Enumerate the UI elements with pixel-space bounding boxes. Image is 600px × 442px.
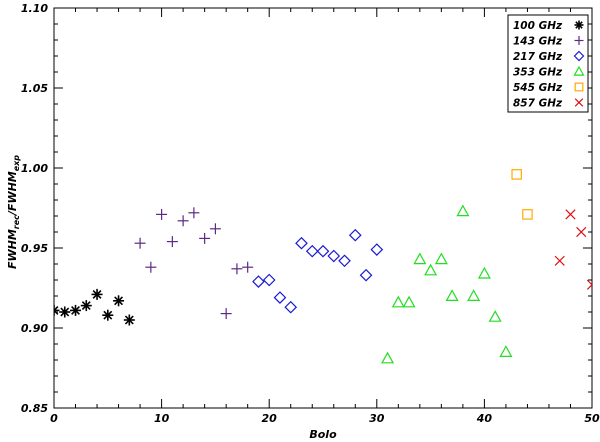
series-857-ghz bbox=[554, 209, 592, 290]
data-point-353-ghz bbox=[381, 351, 395, 364]
y-tick-label: 1.00 bbox=[21, 162, 48, 175]
data-point-217-ghz bbox=[262, 273, 276, 287]
series-353-ghz bbox=[381, 204, 513, 364]
data-point-100-ghz bbox=[113, 295, 125, 307]
data-point-217-ghz bbox=[370, 243, 384, 256]
y-tick-label: 0.85 bbox=[21, 402, 48, 415]
data-point-100-ghz bbox=[70, 304, 82, 316]
data-point-545-ghz bbox=[511, 169, 522, 180]
data-point-353-ghz bbox=[499, 345, 513, 357]
data-point-100-ghz bbox=[54, 304, 60, 316]
data-point-857-ghz bbox=[565, 209, 576, 220]
y-axis-title: FWHMrec/FWHMexp bbox=[6, 155, 21, 269]
data-point-857-ghz bbox=[554, 255, 565, 266]
data-point-217-ghz bbox=[348, 228, 362, 242]
y-axis-title-main: FWHM bbox=[6, 229, 19, 269]
data-point-545-ghz bbox=[522, 209, 533, 220]
legend-box bbox=[507, 14, 589, 113]
legend-marker-217-ghz bbox=[573, 50, 585, 62]
y-axis-title-sub-rec: rec bbox=[12, 215, 21, 229]
legend-label-217-ghz: 217 GHz bbox=[513, 51, 563, 63]
series-217-ghz bbox=[252, 228, 384, 314]
data-point-353-ghz bbox=[413, 252, 427, 265]
legend-marker-857-ghz bbox=[574, 98, 584, 107]
data-point-353-ghz bbox=[424, 263, 438, 276]
legend-label-353-ghz: 353 GHz bbox=[513, 67, 563, 79]
data-point-143-ghz bbox=[220, 308, 232, 320]
data-point-217-ghz bbox=[273, 291, 287, 304]
data-point-353-ghz bbox=[488, 310, 502, 322]
data-point-100-ghz bbox=[91, 288, 103, 300]
data-point-857-ghz bbox=[576, 226, 587, 238]
legend-marker-545-ghz bbox=[574, 82, 584, 92]
y-tick-label: 1.05 bbox=[21, 82, 48, 95]
legend-label-857-ghz: 857 GHz bbox=[513, 98, 563, 110]
y-axis-title-sub-exp: exp bbox=[12, 155, 21, 172]
legend-label-545-ghz: 545 GHz bbox=[513, 82, 563, 94]
data-point-143-ghz bbox=[188, 207, 200, 219]
data-point-143-ghz bbox=[156, 208, 168, 220]
series-545-ghz bbox=[511, 169, 533, 220]
data-point-353-ghz bbox=[445, 289, 459, 301]
data-point-217-ghz bbox=[316, 244, 330, 258]
y-axis-title-slash: /FWHM bbox=[6, 171, 19, 217]
x-tick-label: 20 bbox=[262, 412, 278, 425]
x-tick-label: 30 bbox=[369, 412, 385, 425]
data-point-217-ghz bbox=[295, 236, 308, 250]
legend-marker-353-ghz bbox=[573, 65, 585, 76]
data-point-353-ghz bbox=[467, 289, 481, 301]
y-tick-label: 1.10 bbox=[21, 2, 48, 15]
data-point-100-ghz bbox=[123, 314, 135, 326]
y-tick-label: 0.95 bbox=[21, 242, 48, 255]
data-point-143-ghz bbox=[199, 232, 211, 244]
data-point-217-ghz bbox=[327, 249, 341, 263]
data-point-100-ghz bbox=[59, 306, 71, 318]
x-tick-label: 50 bbox=[584, 412, 600, 425]
x-tick-label: 40 bbox=[476, 412, 493, 425]
data-point-217-ghz bbox=[284, 300, 298, 314]
data-point-857-ghz bbox=[586, 279, 592, 290]
series-100-ghz bbox=[54, 288, 135, 326]
legend-label-143-ghz: 143 GHz bbox=[513, 36, 563, 48]
data-point-217-ghz bbox=[252, 275, 265, 288]
plot-frame bbox=[53, 7, 593, 409]
legend-label-100-ghz: 100 GHz bbox=[513, 20, 563, 32]
data-point-100-ghz bbox=[102, 309, 114, 321]
data-point-143-ghz bbox=[231, 263, 243, 275]
data-point-143-ghz bbox=[242, 261, 254, 273]
data-point-353-ghz bbox=[434, 252, 448, 265]
x-tick-label: 10 bbox=[154, 412, 170, 425]
data-point-217-ghz bbox=[305, 244, 319, 258]
data-point-353-ghz bbox=[456, 204, 470, 217]
data-point-143-ghz bbox=[145, 261, 157, 273]
data-point-100-ghz bbox=[80, 300, 92, 312]
data-point-143-ghz bbox=[209, 223, 221, 235]
series-143-ghz bbox=[134, 207, 254, 320]
data-point-217-ghz bbox=[338, 254, 351, 268]
data-point-353-ghz bbox=[477, 266, 491, 279]
y-tick-label: 0.90 bbox=[21, 322, 48, 335]
data-point-217-ghz bbox=[359, 268, 373, 282]
legend-marker-143-ghz bbox=[574, 36, 584, 45]
data-point-143-ghz bbox=[177, 215, 189, 227]
data-point-353-ghz bbox=[402, 295, 416, 308]
x-axis-title: Bolo bbox=[309, 428, 337, 441]
data-point-143-ghz bbox=[134, 237, 146, 249]
legend-marker-100-ghz bbox=[574, 20, 584, 30]
data-point-353-ghz bbox=[391, 295, 405, 308]
x-tick-label: 0 bbox=[50, 412, 58, 425]
data-point-143-ghz bbox=[166, 236, 178, 248]
